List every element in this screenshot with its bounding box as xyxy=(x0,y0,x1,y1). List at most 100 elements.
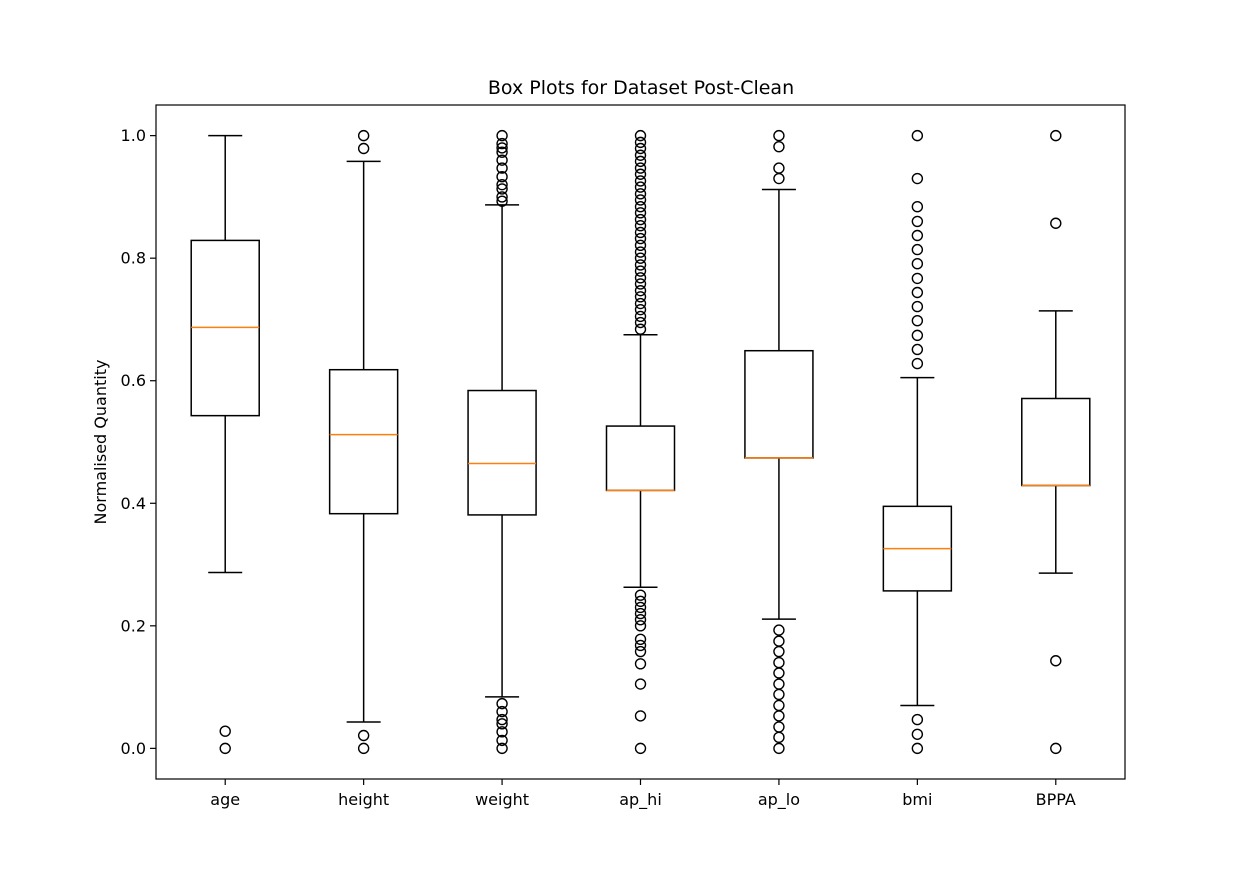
flier-weight-9 xyxy=(496,183,508,195)
flier-ap_lo-11 xyxy=(773,624,785,636)
flier-ap_hi-36 xyxy=(634,175,647,187)
flier-ap_hi-29 xyxy=(634,220,647,232)
flier-weight-8 xyxy=(496,191,508,203)
flier-weight-13 xyxy=(496,154,508,166)
box-group-height xyxy=(328,129,399,755)
flier-BPPA-0 xyxy=(1050,742,1062,755)
flier-ap_hi-31 xyxy=(634,207,647,219)
box-weight xyxy=(467,389,537,516)
y-axis-label: Normalised Quantity xyxy=(91,360,110,525)
flier-ap_hi-34 xyxy=(634,188,647,200)
flier-bmi-10 xyxy=(911,257,924,270)
flier-weight-16 xyxy=(496,137,508,150)
flier-bmi-6 xyxy=(911,314,924,327)
x-tick-label-height: height xyxy=(338,790,389,809)
flier-age-0 xyxy=(219,742,231,755)
flier-ap_hi-21 xyxy=(634,272,647,284)
x-tick-label-age: age xyxy=(210,790,240,809)
flier-ap_hi-20 xyxy=(634,278,647,290)
flier-weight-15 xyxy=(496,142,508,154)
box-group-ap_hi xyxy=(605,129,676,755)
flier-ap_hi-26 xyxy=(634,239,647,252)
flier-ap_hi-30 xyxy=(634,213,647,226)
flier-weight-0 xyxy=(496,742,508,755)
flier-weight-12 xyxy=(496,162,508,174)
flier-height-1 xyxy=(357,729,370,742)
flier-ap_hi-28 xyxy=(634,226,647,239)
box-group-ap_lo xyxy=(744,129,814,755)
flier-ap_hi-32 xyxy=(634,201,647,213)
flier-height-2 xyxy=(357,142,370,155)
flier-ap_hi-1 xyxy=(634,710,647,722)
flier-bmi-9 xyxy=(911,272,924,285)
box-BPPA xyxy=(1021,397,1091,487)
flier-ap_lo-13 xyxy=(773,162,785,174)
flier-ap_hi-10 xyxy=(634,601,647,614)
flier-ap_hi-13 xyxy=(634,323,647,335)
flier-weight-14 xyxy=(496,146,508,158)
flier-weight-10 xyxy=(496,178,508,191)
box-group-BPPA xyxy=(1021,129,1091,755)
flier-ap_hi-15 xyxy=(634,310,647,323)
flier-bmi-0 xyxy=(911,742,924,755)
flier-ap_hi-0 xyxy=(634,742,647,755)
flier-ap_lo-12 xyxy=(773,172,785,185)
flier-ap_lo-15 xyxy=(773,129,785,142)
flier-ap_hi-40 xyxy=(634,149,647,161)
flier-ap_hi-9 xyxy=(634,607,647,620)
flier-ap_hi-42 xyxy=(634,136,647,149)
flier-ap_hi-27 xyxy=(634,232,647,245)
flier-ap_lo-9 xyxy=(773,645,785,658)
flier-height-3 xyxy=(357,129,370,142)
flier-BPPA-1 xyxy=(1050,655,1062,667)
chart-title: Box Plots for Dataset Post-Clean xyxy=(488,77,794,99)
flier-bmi-8 xyxy=(911,286,924,299)
flier-weight-2 xyxy=(496,726,508,738)
flier-bmi-3 xyxy=(911,357,924,370)
flier-bmi-13 xyxy=(911,215,924,228)
flier-ap_lo-5 xyxy=(773,688,785,701)
flier-ap_lo-1 xyxy=(773,731,785,744)
flier-ap_hi-17 xyxy=(634,297,647,310)
y-tick-label-5: 1.0 xyxy=(121,126,146,145)
flier-ap_lo-7 xyxy=(773,667,785,679)
box-group-bmi xyxy=(882,129,953,755)
flier-bmi-4 xyxy=(911,343,924,356)
flier-BPPA-2 xyxy=(1050,217,1062,229)
flier-ap_hi-14 xyxy=(634,316,647,329)
flier-ap_lo-14 xyxy=(773,140,785,153)
flier-ap_hi-2 xyxy=(634,678,647,690)
flier-ap_hi-12 xyxy=(634,589,647,601)
flier-ap_hi-41 xyxy=(634,142,647,155)
flier-ap_lo-2 xyxy=(773,721,785,733)
flier-bmi-7 xyxy=(911,300,924,313)
flier-ap_hi-22 xyxy=(634,265,647,277)
x-tick-label-weight: weight xyxy=(475,790,529,809)
flier-age-1 xyxy=(219,725,231,737)
flier-ap_lo-3 xyxy=(773,710,785,722)
box-group-age xyxy=(190,134,260,755)
flier-weight-7 xyxy=(496,195,508,207)
y-tick-label-1: 0.2 xyxy=(121,616,146,635)
flier-bmi-12 xyxy=(911,229,924,242)
flier-ap_hi-35 xyxy=(634,181,647,193)
flier-ap_hi-24 xyxy=(634,252,647,264)
flier-ap_hi-18 xyxy=(634,291,647,303)
y-tick-label-3: 0.6 xyxy=(121,371,146,390)
flier-ap_lo-6 xyxy=(773,678,785,690)
y-tick-label-4: 0.8 xyxy=(121,249,146,268)
y-tick-label-2: 0.4 xyxy=(121,494,146,513)
x-tick-label-ap_hi: ap_hi xyxy=(619,790,662,810)
flier-height-0 xyxy=(357,742,370,755)
flier-ap_hi-39 xyxy=(634,155,647,168)
flier-weight-4 xyxy=(496,713,508,726)
flier-weight-11 xyxy=(496,170,508,183)
flier-ap_hi-19 xyxy=(634,284,647,297)
flier-ap_hi-33 xyxy=(634,194,647,206)
flier-bmi-14 xyxy=(911,201,924,213)
plot-frame xyxy=(155,104,1126,780)
flier-weight-3 xyxy=(496,718,508,730)
flier-ap_hi-38 xyxy=(634,162,647,174)
box-height xyxy=(328,368,399,515)
flier-ap_hi-16 xyxy=(634,303,647,316)
